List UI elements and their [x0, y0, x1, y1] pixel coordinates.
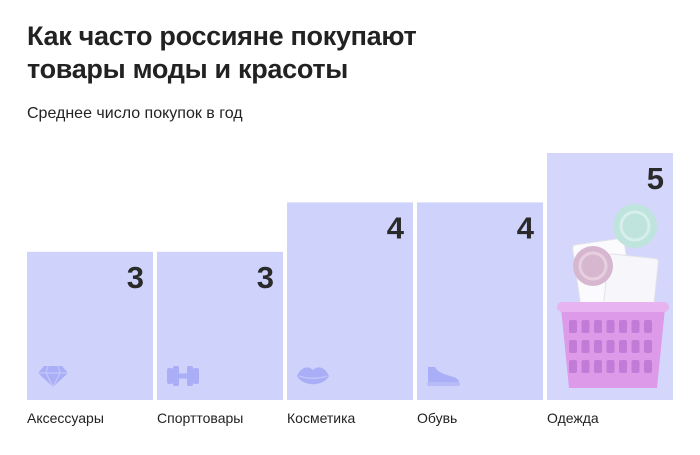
chart-title: Как часто россияне покупают товары моды …	[27, 20, 627, 86]
bar-value-label: 3	[127, 260, 144, 295]
chart-title-line-1: Как часто россияне покупают	[27, 21, 417, 51]
shopping-basket-illustration	[557, 204, 669, 388]
lips-icon	[297, 367, 329, 385]
bar-value-label: 4	[387, 210, 405, 245]
category-label: Спорттовары	[157, 410, 243, 426]
bar-group-1: 3 Спорттовары	[157, 251, 283, 426]
diamond-icon	[38, 365, 68, 389]
bar	[417, 202, 543, 400]
category-label: Одежда	[547, 410, 599, 426]
bar-value-label: 5	[647, 161, 664, 196]
sneaker-icon	[427, 367, 460, 386]
bar-value-label: 4	[517, 210, 535, 245]
bar-group-4: 5 Одежда	[547, 153, 673, 426]
chart-subtitle: Среднее число покупок в год	[27, 105, 243, 122]
chart-title-line-2: товары моды и красоты	[27, 54, 349, 84]
category-label: Обувь	[417, 410, 457, 426]
bar	[287, 202, 413, 400]
category-label: Косметика	[287, 410, 356, 426]
bar-group-0: 3 Аксессуары	[27, 251, 153, 426]
bar-value-label: 3	[257, 260, 274, 295]
category-label: Аксессуары	[27, 410, 104, 426]
bar-group-2: 4 Косметика	[287, 202, 413, 426]
dumbbell-icon	[167, 366, 199, 386]
bar-group-3: 4 Обувь	[417, 202, 543, 426]
